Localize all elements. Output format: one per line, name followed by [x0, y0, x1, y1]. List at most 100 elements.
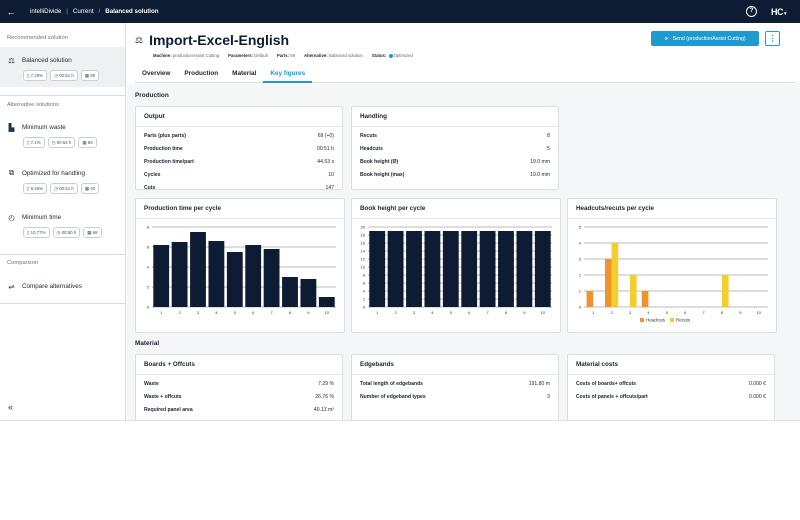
legend-swatch [640, 318, 644, 322]
tab-production[interactable]: Production [184, 70, 219, 77]
x-tick-label: 9 [739, 310, 742, 315]
sidebar-item-label: Minimum time [22, 214, 62, 221]
x-tick-label: 7 [486, 310, 489, 315]
key-figures-panel[interactable]: Production Output Parts (plus parts) 69 (… [127, 84, 800, 420]
time-chip: ◷ 00:54 h [47, 137, 76, 148]
kv-row: Book height (max) 19.0 mm [360, 171, 550, 178]
chart-card-production-time: Production time per cycle 0 2 4 6 8 1 2 3 4 5 6 7 8 9… [135, 198, 345, 333]
x-tick-label: 4 [431, 310, 434, 315]
kv-row: Recuts 8 [360, 132, 550, 139]
y-tick-label: 20 [361, 225, 366, 230]
legend-swatch [670, 318, 674, 322]
breadcrumb-item-app[interactable]: intelliDivide [30, 8, 62, 15]
card-divider [568, 218, 776, 219]
y-tick-label: 4 [363, 289, 366, 294]
x-tick-label: 5 [234, 310, 237, 315]
bar-recuts [630, 275, 637, 307]
sidebar-section-comparison: Comparison [7, 260, 39, 266]
sidebar-item-optimized-handling[interactable]: ⧉ Optimized for handling ▯ 9.46% ◷ 00:51… [0, 164, 125, 200]
scale-icon: ⚖ [135, 34, 144, 45]
x-tick-label: 7 [270, 310, 273, 315]
bar [498, 231, 514, 307]
bar [442, 231, 459, 307]
page-title: Import-Excel-English [149, 32, 290, 48]
y-tick-label: 5 [579, 225, 582, 230]
time-chip: ◷ 00:51 h [50, 183, 78, 194]
kebab-menu-icon[interactable]: ⋮ [765, 31, 780, 46]
send-button[interactable]: ➤ Send (productionAssist Cutting) [651, 31, 759, 46]
legend-label: Recuts [676, 318, 691, 323]
y-tick-label: 2 [363, 297, 366, 302]
y-tick-label: 6 [363, 281, 366, 286]
sidebar: Recommended solution ⚖ Balanced solution… [0, 23, 126, 420]
x-tick-label: 4 [215, 310, 218, 315]
meta-parameters: Parameters: Default [228, 53, 268, 58]
card-title: Handling [360, 113, 387, 120]
kv-row: Total length of edgebands 191.80 m [360, 380, 550, 387]
tab-bar: Overview Production Material Key figures [135, 68, 795, 83]
sidebar-item-minimum-time[interactable]: ◴ Minimum time ▯ 10.77% ◷ 00:50 h ▦ 68 [0, 209, 125, 245]
card-title: Boards + Offcuts [144, 361, 195, 368]
sidebar-item-compare[interactable]: ⇌ Compare alternatives [0, 279, 125, 295]
card-divider [136, 126, 342, 127]
x-tick-label: 2 [178, 310, 181, 315]
x-tick-label: 9 [523, 310, 526, 315]
breadcrumb: intelliDivide | Current / Balanced solut… [30, 8, 159, 15]
x-tick-label: 1 [160, 310, 163, 315]
brand-logo[interactable]: HC▾ [771, 7, 787, 17]
x-tick-label: 10 [541, 310, 546, 315]
x-tick-label: 4 [647, 310, 650, 315]
time-chip: ◷ 00:50 h [52, 227, 81, 238]
question-circle-icon[interactable]: ? [745, 6, 757, 17]
sidebar-item-stats: ▯ 10.77% ◷ 00:50 h ▦ 68 [23, 227, 118, 238]
sidebar-item-balanced[interactable]: ⚖ Balanced solution ▯ 7.29% ◷ 00:51 h ▦ … [0, 47, 125, 87]
bar [190, 232, 206, 307]
tab-material[interactable]: Material [232, 70, 257, 77]
tab-key-figures[interactable]: Key figures [263, 68, 313, 83]
solution-meta: Machine: productionAssist Cutting Parame… [153, 53, 413, 58]
sidebar-divider [0, 254, 125, 255]
chevron-down-icon: ▾ [783, 10, 787, 17]
double-chevron-left-icon[interactable]: « [8, 402, 14, 412]
waste-chip: ▯ 10.77% [23, 227, 50, 238]
x-tick-label: 1 [592, 310, 595, 315]
arrow-left-icon[interactable]: ← [6, 6, 16, 17]
breadcrumb-item-current[interactable]: Current [72, 8, 94, 15]
y-tick-label: 4 [579, 241, 582, 246]
bar-headcuts [604, 259, 612, 307]
y-tick-label: 4 [147, 265, 150, 270]
sidebar-item-label: Compare alternatives [22, 283, 82, 290]
sidebar-item-stats: ▯ 7.1% ◷ 00:54 h ▦ 69 [23, 137, 118, 148]
y-tick-label: 1 [579, 289, 582, 294]
x-tick-label: 6 [684, 310, 687, 315]
tab-overview[interactable]: Overview [142, 70, 171, 77]
sidebar-divider [0, 95, 125, 96]
parts-chip: ▦ 69 [80, 70, 100, 81]
sidebar-item-minimum-waste[interactable]: ▙ Minimum waste ▯ 7.1% ◷ 00:54 h ▦ 69 [0, 119, 125, 155]
x-tick-label: 10 [325, 310, 330, 315]
card-divider [352, 126, 558, 127]
production-time-chart: 0 2 4 6 8 1 2 3 4 5 6 7 8 9 10 [147, 225, 336, 315]
x-tick-label: 6 [468, 310, 471, 315]
kv-row: Costs of boards+ offcuts 0.000 € [576, 380, 766, 387]
x-tick-label: 5 [450, 310, 453, 315]
sidebar-item-label: Optimized for handling [22, 169, 86, 177]
bar [516, 231, 533, 307]
chart-card-head-recuts: Headcuts/recuts per cycle 0 1 2 3 4 5 1 2 3 4 5 6 7 8… [567, 198, 777, 333]
bar [461, 231, 478, 307]
y-tick-label: 6 [147, 245, 150, 250]
y-tick-label: 3 [579, 257, 582, 262]
kv-row: Cycles 10 [144, 171, 334, 178]
kv-row: Waste + offcuts 26.76 % [144, 393, 334, 400]
meta-parts: Parts: 69 [276, 53, 296, 58]
parts-chip: ▦ 68 [83, 227, 102, 238]
y-tick-label: 12 [361, 257, 366, 262]
x-tick-label: 3 [197, 310, 200, 315]
compare-icon: ⇌ [8, 282, 15, 291]
meta-machine: Machine: productionAssist Cutting [153, 53, 220, 58]
kv-row: Required panel area 40.13 m² [144, 406, 334, 413]
status-dot-icon [388, 53, 393, 58]
legend-label: Headcuts [646, 318, 666, 323]
y-tick-label: 18 [361, 233, 366, 238]
